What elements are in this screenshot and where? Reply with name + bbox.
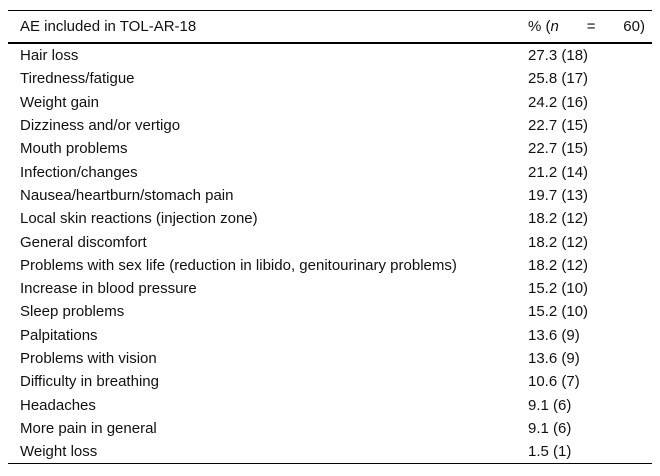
header-percent-column: % (n = 60) [528,18,652,35]
table-row: Mouth problems 22.7 (15) [8,137,652,160]
ae-value: 22.7 (15) [528,140,589,158]
ae-label: Palpitations [20,326,98,344]
ae-label: Tiredness/fatigue [20,70,135,88]
ae-value: 15.2 (10) [528,280,589,298]
ae-label: General discomfort [20,233,147,251]
ae-value: 24.2 (16) [528,93,589,111]
table-row: Headaches 9.1 (6) [8,393,652,416]
ae-label: Problems with sex life (reduction in lib… [20,256,457,274]
table-row: Hair loss 27.3 (18) [8,44,652,67]
ae-value: 9.1 (6) [528,419,572,437]
table-row: General discomfort 18.2 (12) [8,230,652,253]
table-row: Palpitations 13.6 (9) [8,324,652,347]
ae-label: Nausea/heartburn/stomach pain [20,186,234,204]
table-row: Infection/changes 21.2 (14) [8,160,652,183]
ae-value: 13.6 (9) [528,326,580,344]
ae-table: AE included in TOL-AR-18 % (n = 60) Hair… [8,10,652,465]
ae-value: 18.2 (12) [528,233,589,251]
header-n-value: 60) [623,18,645,35]
header-n-symbol: n [550,18,559,35]
table-row: Increase in blood pressure 15.2 (10) [8,277,652,300]
ae-label: Weight gain [20,93,99,111]
table-row: Sleep problems 15.2 (10) [8,300,652,323]
table-row: Tiredness/fatigue 25.8 (17) [8,67,652,90]
ae-label: Hair loss [20,47,79,65]
ae-value: 18.2 (12) [528,256,589,274]
header-ae-column: AE included in TOL-AR-18 [20,18,197,35]
table-row: Dizziness and/or vertigo 22.7 (15) [8,114,652,137]
table-row: Weight gain 24.2 (16) [8,91,652,114]
ae-label: Difficulty in breathing [20,373,159,391]
ae-value: 19.7 (13) [528,186,589,204]
ae-value: 10.6 (7) [528,373,580,391]
ae-label: Sleep problems [20,303,125,321]
header-equals-sign: = [586,18,596,35]
table-row: Nausea/heartburn/stomach pain 19.7 (13) [8,184,652,207]
ae-value: 15.2 (10) [528,303,589,321]
header-percent-prefix: % (n [528,18,559,35]
ae-label: Weight loss [20,443,98,461]
table-row: More pain in general 9.1 (6) [8,417,652,440]
ae-value: 25.8 (17) [528,70,589,88]
table-row: Problems with vision 13.6 (9) [8,347,652,370]
ae-value: 18.2 (12) [528,210,589,228]
ae-label: Local skin reactions (injection zone) [20,210,258,228]
ae-label: Mouth problems [20,140,128,158]
table-row: Local skin reactions (injection zone) 18.… [8,207,652,230]
ae-value: 22.7 (15) [528,117,589,135]
ae-value: 13.6 (9) [528,350,580,367]
table-row: Problems with sex life (reduction in lib… [8,254,652,277]
table-row: Difficulty in breathing 10.6 (7) [8,370,652,393]
ae-label: Problems with vision [20,350,157,367]
ae-label: Increase in blood pressure [20,280,197,298]
ae-value: 21.2 (14) [528,163,589,181]
table-row: Weight loss 1.5 (1) [8,440,652,463]
ae-value: 9.1 (6) [528,396,572,414]
ae-value: 27.3 (18) [528,47,589,65]
ae-label: More pain in general [20,419,157,437]
table-header-row: AE included in TOL-AR-18 % (n = 60) [8,11,652,44]
ae-label: Dizziness and/or vertigo [20,117,181,135]
ae-value: 1.5 (1) [528,443,572,461]
table-body: Hair loss 27.3 (18) Tiredness/fatigue 25.8 … [8,44,652,465]
ae-label: Infection/changes [20,163,138,181]
ae-label: Headaches [20,396,96,414]
